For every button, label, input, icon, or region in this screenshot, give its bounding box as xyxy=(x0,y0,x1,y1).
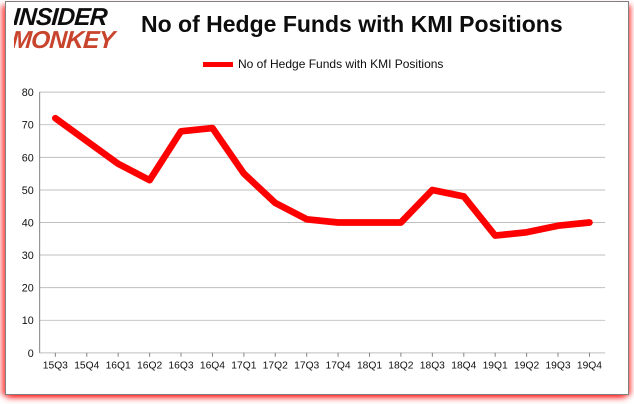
svg-text:80: 80 xyxy=(22,87,34,99)
svg-text:17Q4: 17Q4 xyxy=(325,361,350,372)
svg-text:40: 40 xyxy=(22,217,34,229)
svg-text:18Q1: 18Q1 xyxy=(357,361,382,372)
svg-text:15Q3: 15Q3 xyxy=(43,361,68,372)
svg-text:50: 50 xyxy=(22,185,34,197)
svg-text:19Q2: 19Q2 xyxy=(514,361,539,372)
svg-text:20: 20 xyxy=(22,283,34,295)
svg-text:16Q3: 16Q3 xyxy=(168,361,193,372)
svg-text:18Q3: 18Q3 xyxy=(420,361,445,372)
svg-text:10: 10 xyxy=(22,315,34,327)
svg-text:19Q4: 19Q4 xyxy=(577,361,602,372)
svg-text:16Q1: 16Q1 xyxy=(106,361,131,372)
svg-text:15Q4: 15Q4 xyxy=(74,361,99,372)
svg-text:17Q3: 17Q3 xyxy=(294,361,319,372)
svg-text:18Q2: 18Q2 xyxy=(388,361,413,372)
svg-text:0: 0 xyxy=(28,348,34,360)
svg-text:19Q1: 19Q1 xyxy=(483,361,508,372)
svg-text:17Q2: 17Q2 xyxy=(263,361,288,372)
svg-text:60: 60 xyxy=(22,152,34,164)
svg-text:19Q3: 19Q3 xyxy=(545,361,570,372)
svg-text:70: 70 xyxy=(22,120,34,132)
svg-text:18Q4: 18Q4 xyxy=(451,361,476,372)
svg-text:30: 30 xyxy=(22,250,34,262)
svg-text:16Q4: 16Q4 xyxy=(200,361,225,372)
svg-text:16Q2: 16Q2 xyxy=(137,361,162,372)
svg-text:17Q1: 17Q1 xyxy=(231,361,256,372)
